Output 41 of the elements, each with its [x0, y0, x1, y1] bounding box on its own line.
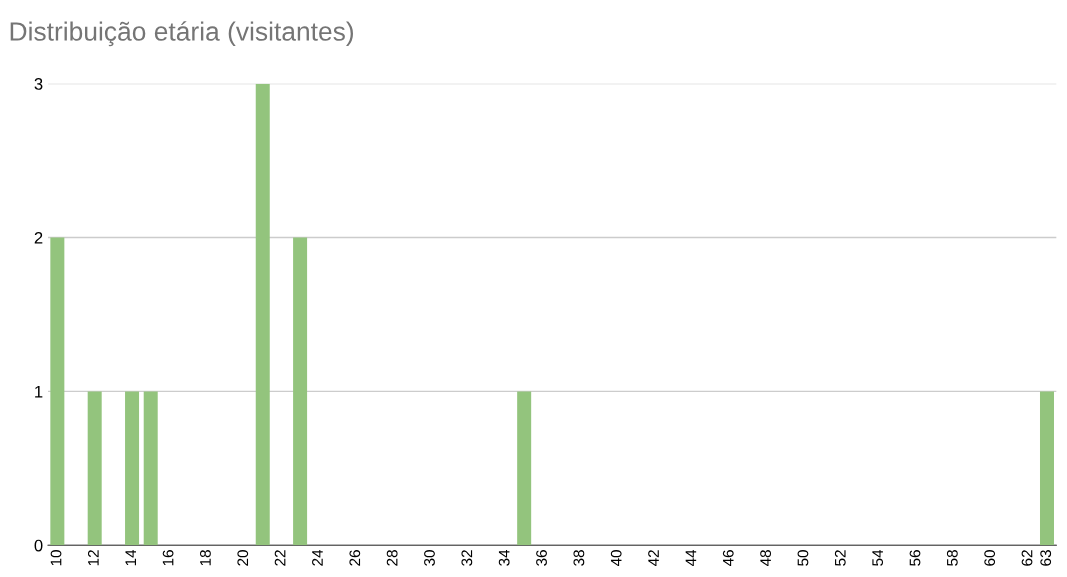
bar	[143, 391, 158, 546]
x-tick-label: 20	[237, 550, 249, 566]
x-tick-label: 16	[162, 550, 174, 566]
bar	[1039, 391, 1054, 546]
x-tick-label: 62	[1021, 550, 1033, 566]
x-tick-label: 63	[1040, 550, 1052, 566]
y-tick-label: 3	[34, 78, 43, 90]
x-tick-label: 26	[349, 550, 361, 566]
x-tick-label: 44	[685, 549, 697, 567]
x-tick-label: 24	[312, 549, 323, 566]
x-tick-label: 34	[498, 549, 510, 566]
x-tick-label: 54	[872, 549, 884, 566]
x-tick-label: 10	[50, 550, 62, 566]
x-tick-label: 18	[200, 550, 211, 566]
x-tick-label: 50	[797, 550, 809, 566]
bar	[87, 391, 102, 546]
bar	[50, 237, 65, 546]
x-tick-label: 22	[274, 550, 286, 566]
x-tick-label: 60	[984, 550, 996, 566]
x-tick-label: 14	[125, 549, 136, 566]
x-tick-label: 42	[648, 550, 659, 567]
x-tick-label: 52	[834, 550, 846, 566]
x-tick-label: 56	[909, 550, 921, 566]
y-tick-label: 1	[35, 385, 43, 398]
x-tick-label: 30	[424, 550, 435, 566]
y-tick-label: 2	[34, 231, 43, 244]
x-tick-label: 36	[536, 550, 547, 566]
x-tick-label: 46	[722, 550, 734, 567]
chart-title: Distribuição etária (visitantes)	[10, 21, 354, 47]
x-tick-label: 12	[87, 550, 99, 566]
x-tick-label: 40	[610, 550, 622, 567]
x-tick-label: 38	[573, 550, 585, 566]
x-tick-label: 32	[461, 550, 473, 566]
bar	[293, 237, 308, 546]
bar	[517, 391, 532, 546]
x-tick-label: 58	[946, 550, 958, 566]
bar	[255, 83, 270, 546]
bar	[125, 391, 140, 546]
y-tick-label: 0	[34, 539, 43, 552]
x-tick-label: 28	[386, 550, 398, 566]
x-tick-label: 48	[760, 550, 772, 567]
